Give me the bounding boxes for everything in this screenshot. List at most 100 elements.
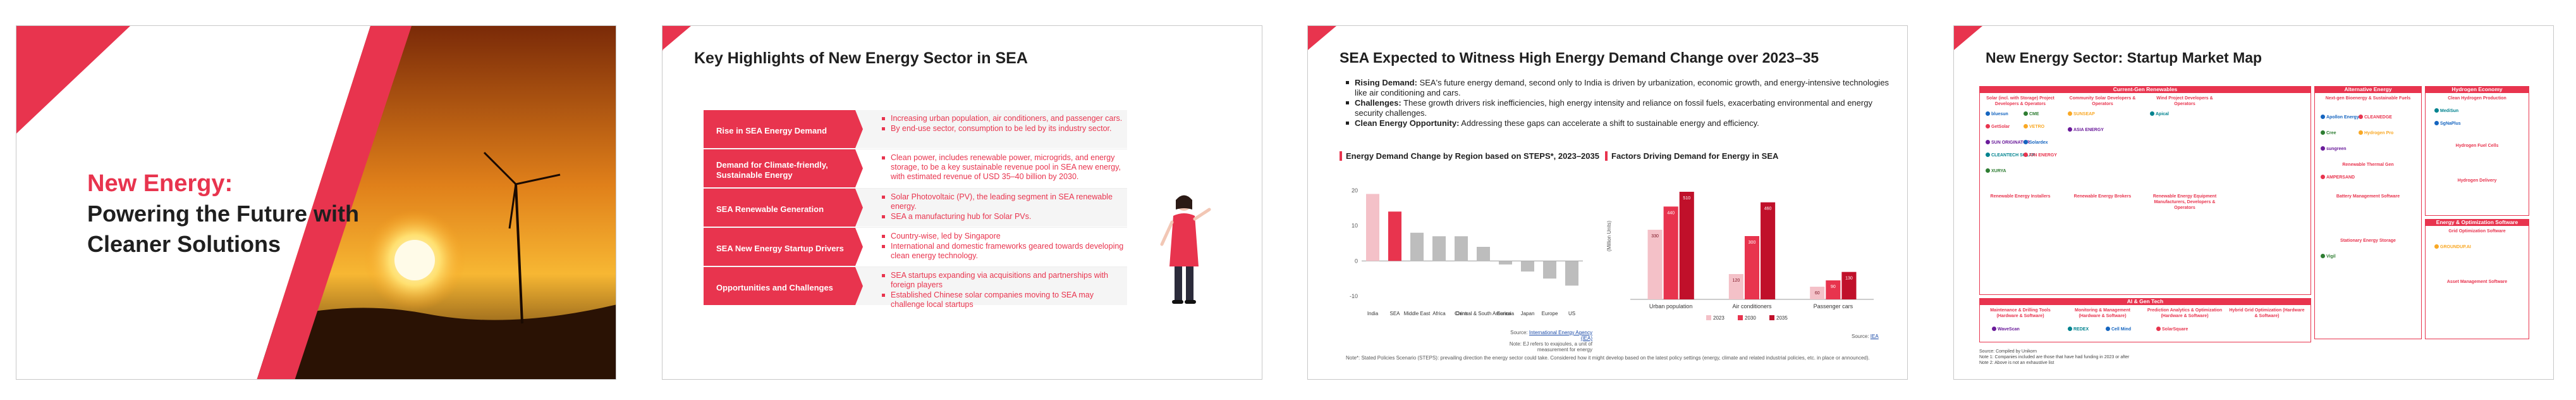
logo-name: CLEANEDGE [2364,115,2392,120]
logo-mark-icon [2359,130,2363,135]
logo-name: GROUNDUP.AI [2440,245,2471,249]
chart1-bar [1565,261,1578,286]
chart2-bar [1679,192,1694,299]
logo-mark-icon [2321,175,2325,179]
highlight-bullet: Clean power, includes renewable power, m… [882,153,1128,182]
energy-optimization-box [2425,219,2529,339]
logo-name: VETRO [2029,125,2045,129]
startup-logo: Apollon Energy [2321,115,2359,120]
highlight-label: SEA Renewable Generation [704,189,863,227]
startup-logo: Apical [2150,111,2169,117]
startup-logo: Cell Mind [2106,327,2131,332]
highlight-row: SEA New Energy Startup Drivers Country-wi… [704,228,1127,267]
insight-bullet-label: Rising Demand: [1355,78,1417,87]
chart2-data-label: 120 [1733,278,1740,283]
startup-logo: ASIA ENERGY [2068,127,2104,133]
logo-name: Apollon Energy [2326,115,2359,120]
startup-logo: SUNSEAP [2068,111,2095,117]
chart1-category-label: US [1568,311,1575,316]
chart2-bar [1826,280,1841,299]
current-renewables-box [1979,86,2311,295]
source1-link[interactable]: International Energy Agency (IEA) [1529,330,1592,341]
cover-title-line1: New Energy: [87,170,233,197]
startup-logo: SolarSquare [2156,327,2188,332]
chart2-bar [1810,287,1825,299]
sub-category-header: Maintenance & Drilling Tools (Hardware &… [1990,308,2051,318]
hydrogen-header: Hydrogen Economy [2425,86,2529,93]
map-notes: Source: Compiled by Unikorn Note 1: Comp… [1979,349,2129,366]
chart1-category-label: Africa [1432,311,1446,316]
chart1-ytick: 0 [1355,258,1358,264]
chart2-data-label: 510 [1683,196,1690,201]
energy-optimization-header: Energy & Optimization Software [2425,219,2529,226]
source1-prefix: Source: [1510,330,1529,335]
startup-logo: SUN ORIGINATOR [1986,140,2030,146]
insight-bullet-text: These growth drivers risk inefficiencies… [1355,98,1872,118]
logo-mark-icon [2068,327,2072,331]
slide-cover: New Energy: Powering the Future with Cle… [16,25,616,380]
startup-logo: MediSun [2434,108,2458,114]
corner-accent-shape [1308,26,1336,50]
sub-category-header: Next-gen Bioenergy & Sustainable Fuels [2325,96,2411,101]
highlight-bullet: By end-use sector, consumption to be led… [882,124,1128,134]
chart2-data-label: 440 [1667,211,1675,215]
chart2-data-label: 300 [1749,241,1756,245]
chart2-data-label: 90 [1831,285,1836,289]
sub-category-header: Renewable Energy Equipment Manufacturers… [2152,194,2217,210]
logo-name: ASIA ENERGY [2073,128,2104,132]
chart1-category-label: SEA [1389,311,1400,316]
logo-name: sungreen [2326,147,2347,151]
logo-name: REDEX [2073,327,2089,332]
hydrogen-box [2425,86,2529,216]
chart2-data-label: 60 [1815,291,1820,296]
corner-accent-shape [662,26,691,50]
highlight-bullet: Solar Photovoltaic (PV), the leading seg… [882,192,1128,211]
highlight-label: Opportunities and Challenges [704,267,863,305]
startup-logo: XURYA [1986,168,2006,174]
ai-tech-header: AI & Gen Tech [1979,298,2311,305]
cover-title: New Energy: Powering the Future with Cle… [87,168,416,259]
startup-logo: CME [2024,111,2039,117]
cover-title-line2: Powering the Future with [87,201,359,227]
sub-category-header: Asset Management Software [2446,280,2508,284]
sub-category-header: Renewable Thermal Gen [2342,163,2394,167]
startup-logo: SgNaPlus [2434,121,2461,127]
sub-category-header: Clean Hydrogen Production [2448,96,2506,101]
logo-mark-icon [2434,108,2439,113]
highlight-bullet: Increasing urban population, air conditi… [882,114,1128,123]
startup-logo: AMPERSAND [2321,175,2355,180]
current-renewables-header: Current-Gen Renewables [1979,86,2311,93]
startup-logo: sungreen [2321,146,2347,152]
corner-accent-shape [1954,26,1982,50]
source1-note: Note: EJ refers to exajoules, a unit of … [1509,341,1592,353]
highlight-label: Demand for Climate-friendly, Sustainable… [704,149,863,187]
insight-bullet-label: Challenges: [1355,98,1401,108]
highlight-label: SEA New Energy Startup Drivers [704,228,863,266]
logo-name: Solardex [2029,141,2048,145]
highlight-bullets: Increasing urban population, air conditi… [882,114,1128,134]
startup-logo: REDEX [2068,327,2089,332]
map-note-2: Note 2: Above is not an exhaustive list [1979,361,2054,365]
chart2-category-label: Air conditioners [1732,303,1772,309]
logo-name: Hydrogen Pro [2364,131,2394,135]
source2-link[interactable]: IEA [1870,334,1879,339]
highlight-row: Opportunities and Challenges SEA startups… [704,267,1127,309]
startup-logo: Vigil [2321,254,2336,259]
source2-prefix: Source: [1852,334,1871,339]
logo-name: Vigil [2326,254,2336,259]
logo-name: SolarSquare [2162,327,2188,332]
sub-category-header: Monitoring & Management (Hardware & Soft… [2075,308,2130,318]
chart1-bar [1543,261,1556,279]
sub-category-header: Stationary Energy Storage [2340,239,2396,243]
footnote: Note*: Stated Policies Scenario (STEPS):… [1346,355,1870,361]
region-demand-chart: -10 0 10 20 India SEA Middle East Africa ChinaCe… [1350,187,1583,316]
logo-name: SUN ORIGINATOR [1991,141,2030,145]
chart1-category-label: Middle East [1404,311,1431,316]
chart2-bar [1744,236,1760,299]
slide3-bullets: Rising Demand: SEA's future energy deman… [1346,78,1889,128]
alternative-energy-box [2314,86,2422,339]
chart2-ylabel: (Million Units) [1606,220,1612,251]
logo-mark-icon [1986,111,1990,116]
chart1-bar [1521,261,1534,272]
chart2-bar [1728,274,1743,299]
